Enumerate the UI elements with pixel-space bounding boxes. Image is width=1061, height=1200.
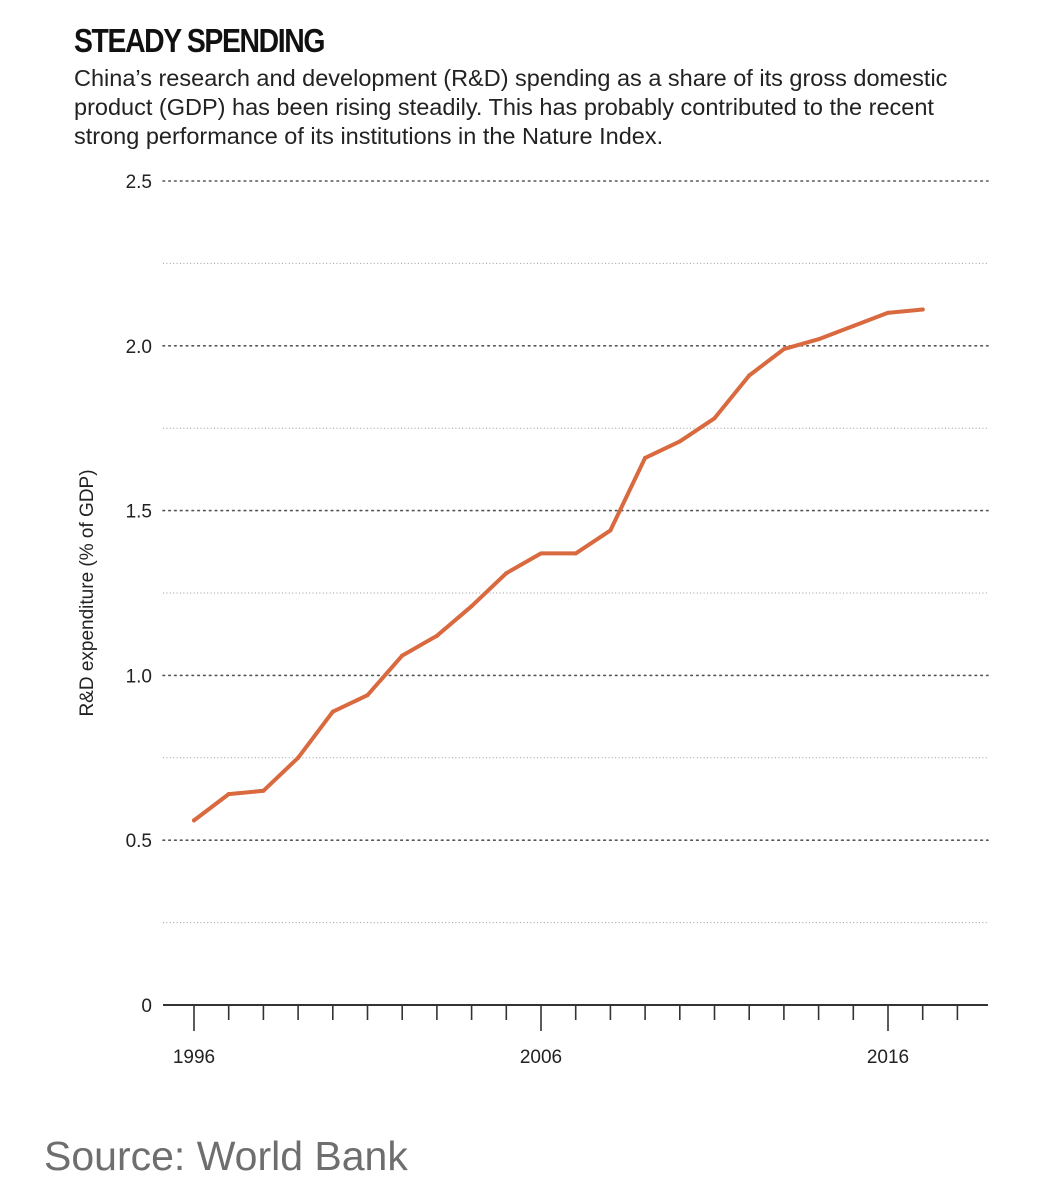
x-axis [163,1004,988,1031]
data-point [920,307,925,312]
data-point [886,310,890,315]
x-tick-label: 1996 [173,1047,215,1068]
y-tick-label: 0 [141,996,152,1017]
y-tick-label: 0.5 [126,831,152,852]
data-point [296,755,301,760]
series-line [192,307,925,823]
x-tick-label: 2016 [867,1047,909,1068]
data-point [539,551,543,556]
data-point [573,551,578,556]
data-point [330,709,335,714]
data-point [747,373,752,378]
data-point [677,439,682,444]
data-point [365,693,370,698]
y-tick-label: 2.5 [126,172,152,193]
data-point [712,416,717,421]
y-tick-label: 1.0 [126,666,152,687]
chart-subtitle: China’s research and development (R&D) s… [74,65,948,149]
data-point [643,455,648,460]
data-series [192,307,925,823]
data-point [261,788,266,793]
data-point [226,792,231,797]
data-point [434,633,439,638]
y-tick-label: 1.5 [126,502,152,523]
data-point [781,347,786,352]
data-point [400,653,405,658]
data-point [608,528,613,533]
data-point [192,818,196,823]
data-point [469,604,474,609]
grid-lines [162,180,989,924]
x-tick-label: 2006 [520,1047,562,1068]
y-tick-label: 2.0 [126,337,152,358]
data-point [504,571,509,576]
chart-title: STEADY SPENDING [74,22,325,59]
y-axis-label: R&D expenditure (% of GDP) [77,469,98,716]
data-point [816,337,821,342]
data-point [851,324,856,329]
source-note: Source: World Bank [44,1133,408,1179]
tick-labels: 0 0.5 1.0 1.5 2.0 2.5 1996 2006 2016 [126,172,910,1068]
